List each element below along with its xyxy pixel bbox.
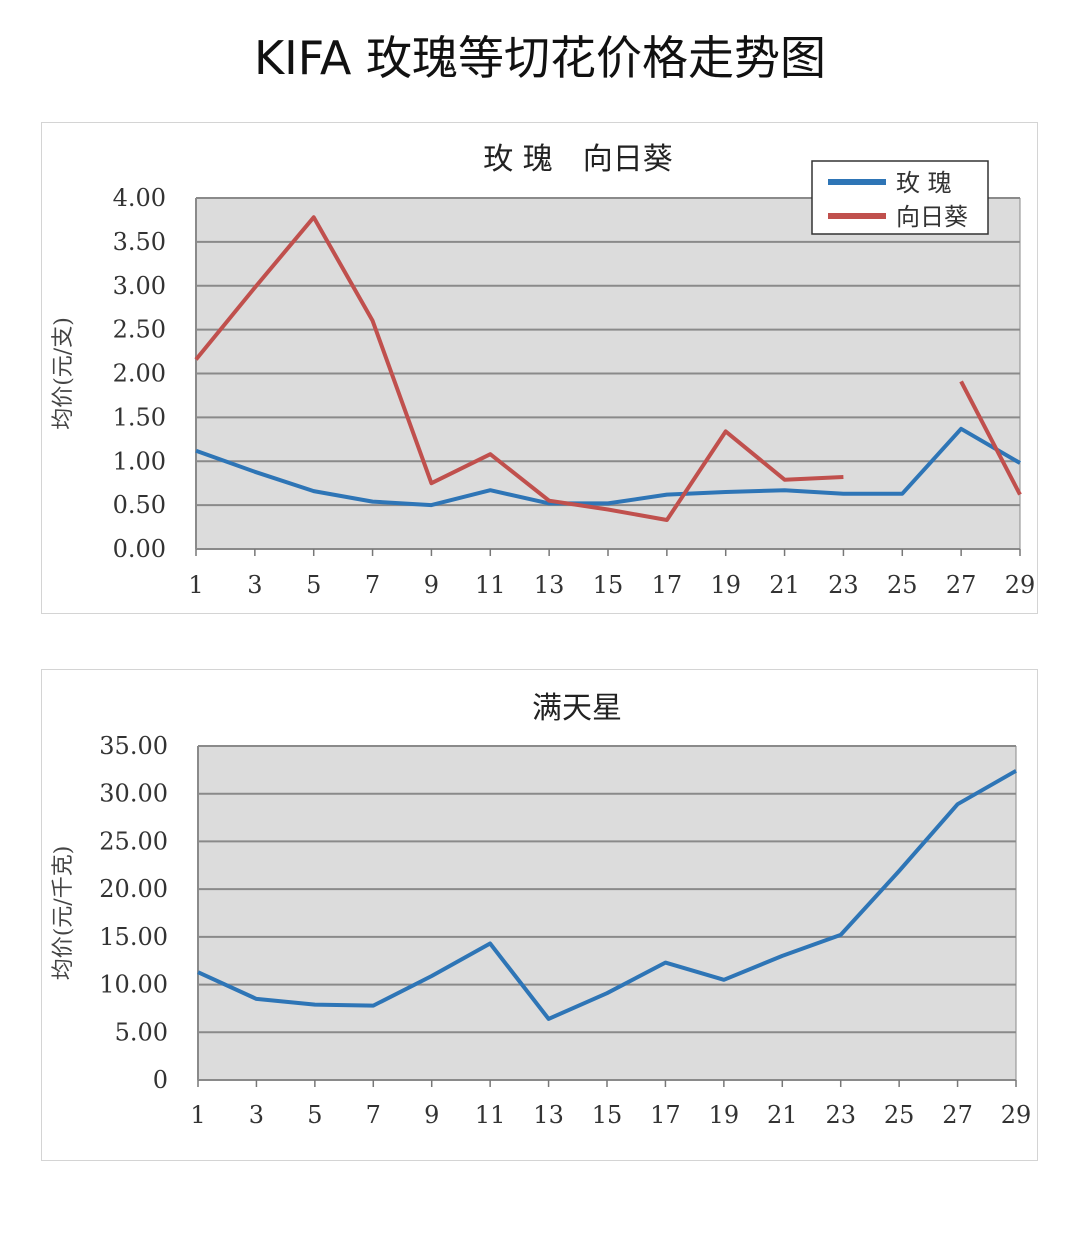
series-line-0: [197, 769, 1017, 1021]
legend-label: 向日葵: [896, 203, 968, 231]
x-tick-label: 11: [475, 1101, 506, 1129]
x-tick-label: 9: [424, 1101, 439, 1129]
y-tick-label: 20.00: [99, 875, 168, 903]
y-tick-label: 30.00: [99, 780, 168, 808]
x-tick-label: 19: [710, 571, 741, 599]
x-tick-label: 21: [769, 571, 800, 599]
series-line-1: [959, 380, 1022, 496]
x-tick-label: 3: [247, 571, 262, 599]
x-tick-label: 7: [366, 1101, 381, 1129]
y-tick-label: 2.00: [113, 360, 166, 388]
y-tick-label: 0.50: [113, 491, 166, 519]
y-tick-label: 1.50: [113, 403, 166, 431]
x-tick-label: 13: [534, 571, 565, 599]
x-tick-label: 3: [249, 1101, 264, 1129]
x-tick-label: 5: [307, 1101, 322, 1129]
y-tick-label: 4.00: [113, 184, 166, 212]
x-tick-label: 15: [592, 1101, 623, 1129]
y-tick-label: 0: [153, 1066, 168, 1094]
y-tick-label: 10.00: [99, 971, 168, 999]
x-tick-label: 29: [1001, 1101, 1032, 1129]
x-tick-label: 13: [533, 1101, 564, 1129]
chart-rose-sunflower: 0.000.501.001.502.002.503.003.504.001 3 5 7…: [51, 142, 1036, 599]
x-tick-label: 29: [1005, 571, 1036, 599]
x-tick-label: 1: [188, 571, 203, 599]
x-tick-label: 21: [767, 1101, 798, 1129]
y-tick-label: 35.00: [99, 732, 168, 760]
series-line-0: [195, 426, 1022, 508]
plot-area: [198, 746, 1016, 1080]
legend-box: [811, 160, 989, 235]
chart-title: 玫 瑰 向日葵: [483, 142, 673, 177]
x-tick-label: 11: [475, 571, 506, 599]
chart-panel-rose-sunflower: 0.00 0.50 1.00 1.50 2.00 2.50 3.00 3.50 4.00 1 3 5 7…: [41, 122, 1038, 614]
x-tick-label: 9: [424, 571, 439, 599]
y-tick-label: 3.00: [113, 272, 166, 300]
x-tick-label: 25: [884, 1101, 915, 1129]
x-tick-label: 15: [593, 571, 624, 599]
y-tick-label: 1.00: [113, 447, 166, 475]
series-line-1: [194, 215, 844, 522]
page-title: KIFA 玫瑰等切花价格走势图: [253, 31, 827, 85]
y-axis-label: 均价(元/千克): [51, 846, 76, 981]
x-tick-label: 27: [946, 571, 977, 599]
x-tick-label: 19: [709, 1101, 740, 1129]
y-tick-label: 5.00: [115, 1018, 168, 1046]
y-tick-label: 3.50: [113, 228, 166, 256]
x-tick-label: 25: [887, 571, 918, 599]
x-tick-label: 23: [828, 571, 859, 599]
y-axis-label: 均价(元/支): [51, 317, 76, 430]
x-tick-label: 5: [306, 571, 321, 599]
x-tick-label: 27: [942, 1101, 973, 1129]
x-tick-label: 7: [365, 571, 380, 599]
x-tick-label: 17: [650, 1101, 681, 1129]
chart-panel-gypsophila: 0 5.00 10.00 15.00 20.00 25.00 30.00 35.00 1 3 5 7 9…: [41, 669, 1038, 1161]
y-tick-label: 15.00: [99, 923, 168, 951]
y-tick-label: 25.00: [99, 827, 168, 855]
legend-label: 玫 瑰: [896, 169, 952, 197]
x-tick-label: 23: [825, 1101, 856, 1129]
x-tick-label: 1: [190, 1101, 205, 1129]
y-tick-label: 0.00: [113, 535, 166, 563]
chart-title: 满天星: [532, 691, 622, 726]
y-tick-label: 2.50: [113, 316, 166, 344]
x-tick-label: 17: [652, 571, 683, 599]
